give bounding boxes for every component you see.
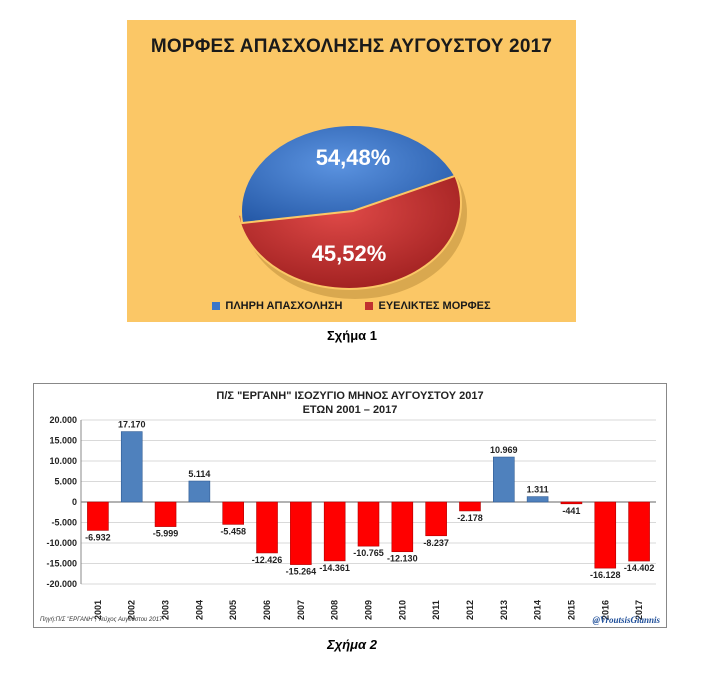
y-tick-label: -10.000 bbox=[46, 538, 77, 548]
bar-2010 bbox=[391, 501, 414, 553]
legend-item-full-time: ΠΛΗΡΗ ΑΠΑΣΧΟΛΗΣΗ bbox=[212, 300, 342, 312]
bar-2001 bbox=[87, 501, 109, 531]
bar-chart: 20.000 15.000 10.000 5.000 0 -5.000 -10.000 -15… bbox=[46, 415, 656, 620]
bar-value-label: -10.765 bbox=[353, 548, 384, 558]
bar-2016 bbox=[594, 501, 617, 569]
bar-2004 bbox=[188, 480, 211, 503]
y-tick-label: 20.000 bbox=[49, 415, 77, 425]
y-tick-label: -5.000 bbox=[51, 518, 77, 528]
bar-value-label: 10.969 bbox=[490, 445, 518, 455]
x-tick-label: 2004 bbox=[194, 600, 204, 620]
bar-value-label: -2.178 bbox=[457, 513, 483, 523]
bar-2002 bbox=[120, 431, 143, 503]
x-tick-label: 2017 bbox=[634, 600, 644, 620]
x-tick-label: 2013 bbox=[499, 600, 509, 620]
legend-swatch-flexible bbox=[365, 302, 374, 310]
bar-2012 bbox=[459, 501, 481, 512]
bar-value-label: -12.130 bbox=[387, 554, 418, 564]
legend-label-full-time: ΠΛΗΡΗ ΑΠΑΣΧΟΛΗΣΗ bbox=[225, 300, 343, 312]
bar-value-label: 5.114 bbox=[188, 469, 210, 479]
bar-value-label: 17.170 bbox=[118, 420, 146, 430]
figure-caption-2: Σχήμα 2 bbox=[327, 637, 377, 652]
bar-2005 bbox=[222, 501, 244, 525]
legend-item-flexible: ΕΥΕΛΙΚΤΕΣ ΜΟΡΦΕΣ bbox=[365, 300, 491, 312]
bar-value-label: -15.264 bbox=[286, 567, 317, 577]
bar-value-label: -8.237 bbox=[423, 538, 449, 548]
bar-chart-subtitle: ΕΤΩΝ 2001 – 2017 bbox=[302, 404, 398, 416]
pie-label-full-time: 45,52% bbox=[312, 241, 387, 266]
bar-2011 bbox=[425, 501, 447, 537]
bar-value-label: -16.128 bbox=[590, 570, 621, 580]
x-tick-label: 2011 bbox=[431, 600, 441, 620]
bar-chart-title-block: Π/Σ "ΕΡΓΑΝΗ" ΙΣΟΖΥΓΙΟ ΜΗΝΟΣ ΑΥΓΟΥΣΤΟΥ 20… bbox=[34, 389, 666, 417]
bar-chart-panel: Π/Σ "ΕΡΓΑΝΗ" ΙΣΟΖΥΓΙΟ ΜΗΝΟΣ ΑΥΓΟΥΣΤΟΥ 20… bbox=[33, 383, 667, 628]
legend-swatch-full-time bbox=[212, 302, 221, 310]
bar-value-label: -6.932 bbox=[85, 532, 111, 542]
bar-2006 bbox=[256, 501, 278, 554]
y-tick-label: 10.000 bbox=[49, 456, 77, 466]
legend-label-flexible: ΕΥΕΛΙΚΤΕΣ ΜΟΡΦΕΣ bbox=[378, 300, 491, 312]
bar-value-label: 1.311 bbox=[527, 485, 549, 495]
bar-value-label: -14.402 bbox=[624, 563, 655, 573]
bar-2003 bbox=[154, 501, 177, 527]
bar-value-label: -14.361 bbox=[319, 563, 350, 573]
x-tick-label: 2001 bbox=[93, 600, 103, 620]
x-tick-label: 2009 bbox=[364, 600, 374, 620]
x-tick-label: 2006 bbox=[262, 600, 272, 620]
pie-legend: ΠΛΗΡΗ ΑΠΑΣΧΟΛΗΣΗ ΕΥΕΛΙΚΤΕΣ ΜΟΡΦΕΣ bbox=[127, 300, 576, 313]
bar-2009 bbox=[357, 501, 380, 547]
x-tick-label: 2002 bbox=[127, 600, 137, 620]
bar-2007 bbox=[290, 501, 312, 565]
bar-2014 bbox=[526, 496, 549, 503]
y-tick-label: 5.000 bbox=[54, 477, 77, 487]
x-tick-label: 2008 bbox=[330, 600, 340, 620]
pie-chart: 54,48% 45,52% bbox=[236, 124, 467, 299]
pie-chart-title: ΜΟΡΦΕΣ ΑΠΑΣΧΟΛΗΣΗΣ ΑΥΓΟΥΣΤΟΥ 2017 bbox=[150, 36, 553, 57]
y-tick-label: -20.000 bbox=[46, 579, 77, 589]
y-tick-label: -15.000 bbox=[46, 559, 77, 569]
bar-2008 bbox=[323, 501, 346, 562]
bar-value-label: -5.458 bbox=[220, 526, 246, 536]
pie-chart-panel: ΜΟΡΦΕΣ ΑΠΑΣΧΟΛΗΣΗΣ ΑΥΓΟΥΣΤΟΥ 2017 54,48%… bbox=[127, 20, 576, 322]
figure-caption-1: Σχήμα 1 bbox=[326, 328, 377, 343]
bar-value-label: -12.426 bbox=[252, 555, 283, 565]
x-tick-label: 2015 bbox=[566, 600, 576, 620]
pie-slice-flexible bbox=[236, 166, 462, 290]
bar-2017 bbox=[628, 501, 650, 562]
pie-label-flexible: 54,48% bbox=[316, 145, 391, 170]
bar-2013 bbox=[493, 456, 515, 503]
pie-slice-full-time bbox=[240, 124, 457, 225]
y-tick-label: 15.000 bbox=[49, 436, 77, 446]
bar-value-label: -441 bbox=[562, 506, 580, 516]
x-tick-label: 2010 bbox=[397, 600, 407, 620]
source-note: Πηγή:Π/Σ "ΕΡΓΑΝΗ", Τεύχος Αυγούστου 2017 bbox=[40, 617, 163, 623]
bar-2015 bbox=[560, 501, 583, 505]
bar-chart-title: Π/Σ "ΕΡΓΑΝΗ" ΙΣΟΖΥΓΙΟ ΜΗΝΟΣ ΑΥΓΟΥΣΤΟΥ 20… bbox=[216, 390, 484, 402]
bar-value-label: -5.999 bbox=[153, 529, 179, 539]
y-tick-label: 0 bbox=[72, 497, 77, 507]
x-tick-label: 2005 bbox=[228, 600, 238, 620]
author-credit: @VroutsisGiannis bbox=[592, 615, 660, 625]
x-tick-label: 2014 bbox=[533, 600, 543, 620]
x-tick-label: 2007 bbox=[296, 600, 306, 620]
x-tick-label: 2012 bbox=[465, 600, 475, 620]
x-tick-label: 2003 bbox=[161, 600, 171, 620]
x-tick-label: 2016 bbox=[600, 600, 610, 620]
